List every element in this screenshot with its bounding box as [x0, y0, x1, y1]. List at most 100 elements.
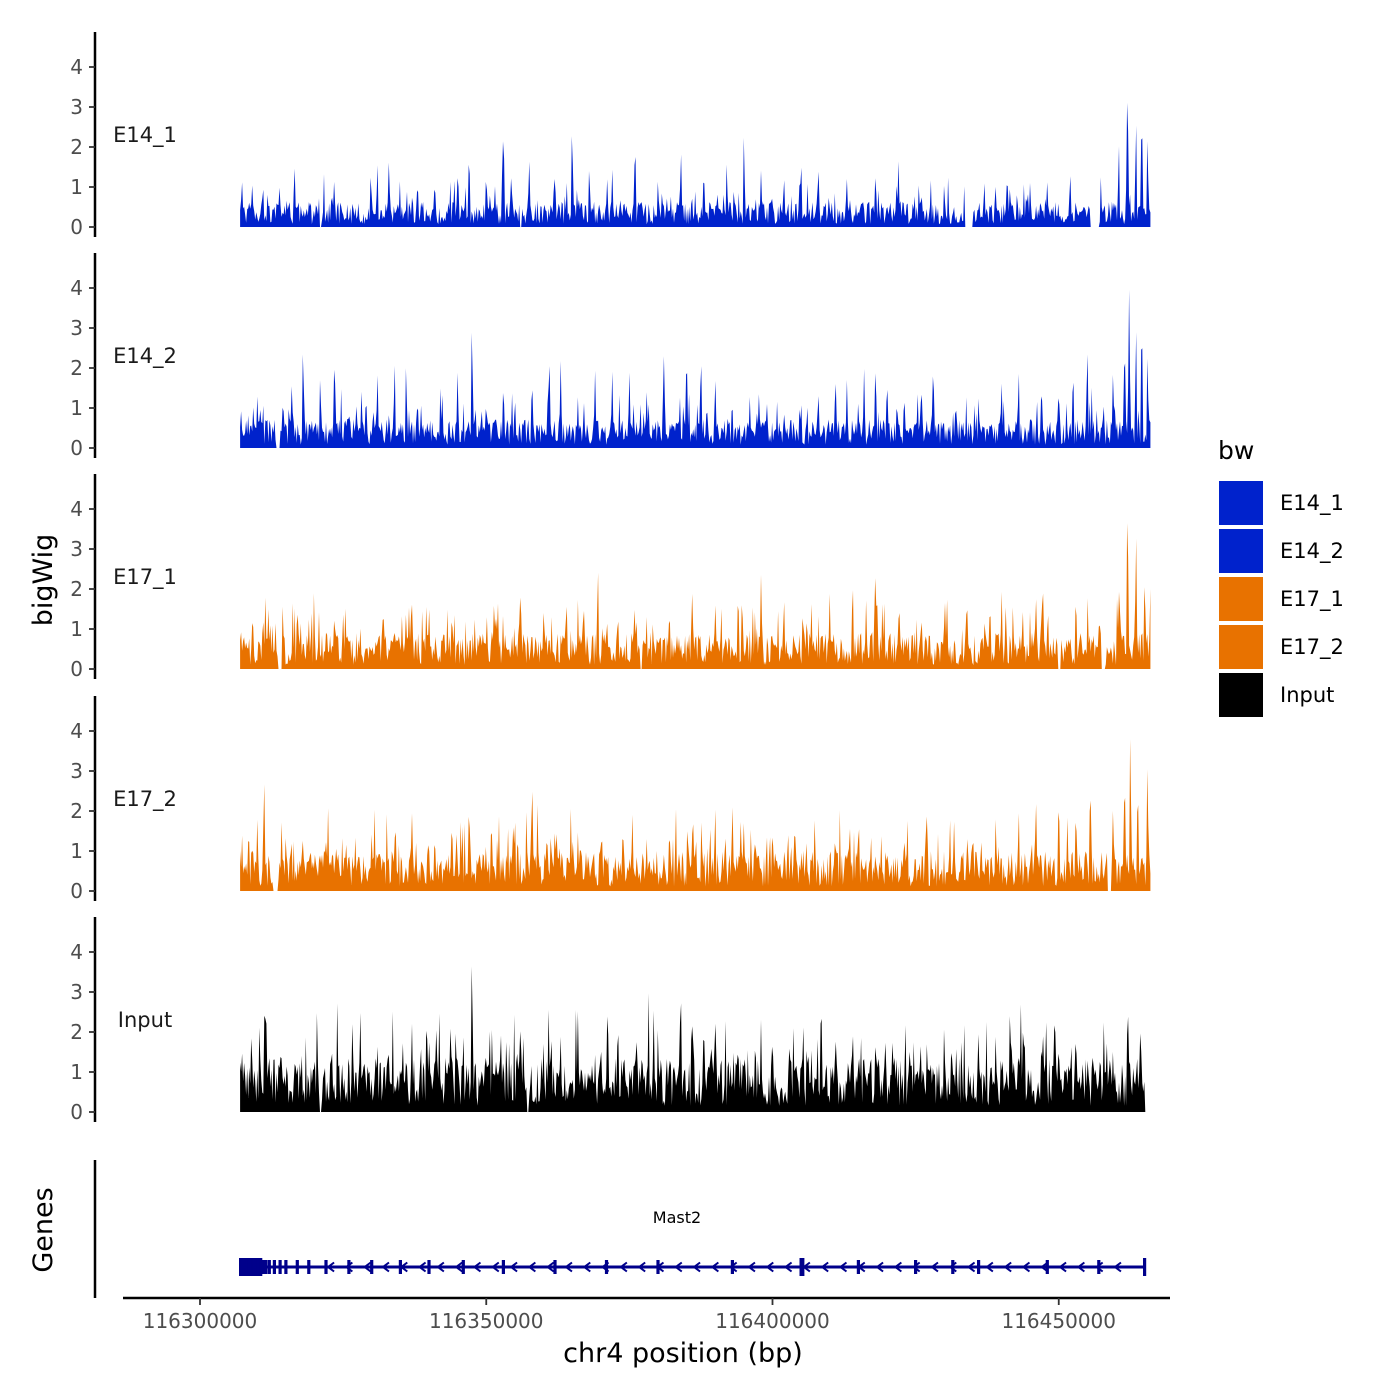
x-tick-label: 116350000 — [429, 1309, 544, 1333]
strand-arrow-icon — [710, 1261, 719, 1273]
x-tick-label: 116400000 — [715, 1309, 830, 1333]
strand-arrow-icon — [820, 1261, 829, 1273]
gene-exon — [1097, 1260, 1101, 1274]
track-area-e17-1 — [240, 523, 1151, 669]
strand-arrow-icon — [985, 1261, 994, 1273]
strand-arrow-icon — [655, 1261, 665, 1273]
strand-arrow-icon — [491, 1261, 500, 1273]
y-tick-label: 3 — [70, 537, 83, 561]
y-tick-label: 1 — [70, 1060, 83, 1084]
gene-exon — [264, 1260, 268, 1274]
gene-exon — [427, 1260, 431, 1274]
strand-arrow-icon — [875, 1261, 884, 1273]
legend: bw E14_1 E14_2 E17_1 E17_2 Input — [1218, 436, 1344, 717]
gene-exon — [267, 1260, 271, 1274]
gene-exon — [1045, 1260, 1049, 1274]
y-tick-label: 2 — [70, 577, 83, 601]
gene-exon — [914, 1260, 918, 1274]
legend-label: E14_1 — [1280, 491, 1344, 516]
strand-arrow-icon — [1076, 1261, 1085, 1273]
strand-arrow-icon — [637, 1261, 646, 1273]
y-tick-label: 4 — [70, 719, 83, 743]
y-tick-label: 0 — [70, 436, 83, 460]
y-tick-label: 2 — [70, 356, 83, 380]
strand-arrow-icon — [765, 1261, 774, 1273]
gene-exon — [977, 1260, 981, 1274]
strand-arrow-icon — [930, 1261, 939, 1273]
y-tick-label: 2 — [70, 135, 83, 159]
strand-arrow-icon — [692, 1261, 701, 1273]
strand-arrow-icon — [838, 1261, 848, 1273]
y-tick-label: 0 — [70, 657, 83, 681]
y-tick-label: 3 — [70, 980, 83, 1004]
strand-arrow-icon — [619, 1261, 628, 1273]
y-tick-label: 4 — [70, 276, 83, 300]
strand-arrow-icon — [326, 1261, 335, 1273]
strand-arrow-icon — [582, 1261, 591, 1273]
strand-arrow-icon — [1113, 1261, 1122, 1273]
strand-arrow-icon — [912, 1261, 921, 1273]
strand-arrow-icon — [454, 1261, 463, 1273]
strand-arrow-icon — [747, 1261, 756, 1273]
gene-exon — [461, 1260, 465, 1274]
strand-arrow-icon — [1003, 1261, 1012, 1273]
y-tick-label: 2 — [70, 1020, 83, 1044]
strand-arrow-icon — [527, 1261, 536, 1273]
y-tick-label: 4 — [70, 940, 83, 964]
track-label: E17_1 — [113, 565, 177, 590]
strand-arrow-icon — [802, 1261, 811, 1273]
track-area-input — [240, 966, 1151, 1112]
legend-swatch — [1219, 481, 1263, 525]
legend-label: Input — [1280, 683, 1334, 707]
x-axis-title: chr4 position (bp) — [563, 1338, 803, 1369]
x-tick-label: 116450000 — [1001, 1309, 1116, 1333]
gene-exon — [799, 1258, 803, 1276]
gene-exon — [249, 1258, 253, 1276]
y-axis-title: bigWig — [28, 534, 59, 627]
y-tick-label: 0 — [70, 1100, 83, 1124]
x-tick-label: 116300000 — [143, 1309, 258, 1333]
gene-exon — [295, 1260, 299, 1274]
x-axis: 116300000 116350000 116400000 116450000 — [123, 1296, 1170, 1333]
legend-label: E17_1 — [1280, 587, 1344, 612]
track-area-e14-2 — [240, 289, 1151, 448]
track-label: E14_2 — [113, 344, 177, 369]
strand-arrow-icon — [966, 1261, 976, 1273]
strand-arrow-icon — [363, 1261, 372, 1273]
legend-swatch — [1219, 625, 1263, 669]
gene-exon — [240, 1258, 244, 1276]
gene-exon — [251, 1258, 255, 1276]
y-tick-label: 1 — [70, 839, 83, 863]
gene-exon — [307, 1260, 311, 1274]
gene-exon — [324, 1260, 328, 1274]
legend-swatch — [1219, 673, 1263, 717]
strand-arrow-icon — [546, 1261, 555, 1273]
legend-label: E17_2 — [1280, 635, 1344, 660]
gene-exon — [252, 1258, 256, 1276]
y-tick-label: 0 — [70, 879, 83, 903]
strand-arrow-icon — [857, 1261, 866, 1273]
strand-arrow-icon — [729, 1261, 738, 1273]
y-tick-label: 4 — [70, 55, 83, 79]
gene-exon — [254, 1258, 258, 1276]
gene-exon — [247, 1258, 251, 1276]
track-label: E17_2 — [113, 787, 177, 812]
gene-exon — [501, 1260, 505, 1274]
strand-arrow-icon — [1058, 1261, 1067, 1273]
axes: E14_1 0 1 2 3 4 E14_2 0 1 2 3 4 E17_1 0 1 2 3 4 E17_2 0 1 2 3 4… — [70, 32, 177, 1124]
gene-exon — [256, 1258, 260, 1276]
strand-arrow-icon — [893, 1261, 902, 1273]
gene-exon — [242, 1258, 246, 1276]
strand-arrow-icon — [472, 1261, 482, 1273]
strand-arrow-icon — [783, 1261, 793, 1273]
gene-exon — [245, 1258, 250, 1276]
y-tick-label: 2 — [70, 799, 83, 823]
legend-swatch — [1219, 529, 1263, 573]
bigwig-tracks — [240, 102, 1151, 1112]
y-tick-label: 3 — [70, 316, 83, 340]
gene-track: Mast2 — [93, 1160, 1147, 1298]
gene-exon — [261, 1260, 265, 1274]
strand-arrow-icon — [674, 1261, 683, 1273]
legend-swatch — [1219, 577, 1263, 621]
gene-exon — [553, 1260, 557, 1274]
